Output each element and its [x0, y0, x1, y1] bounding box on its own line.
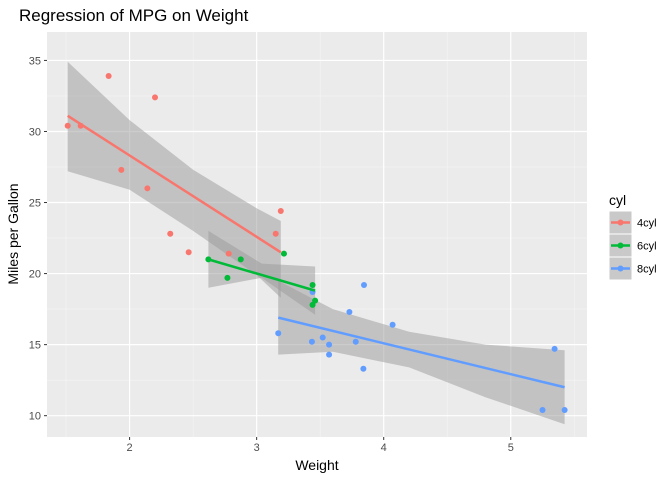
- y-tick-label: 10: [29, 411, 41, 423]
- data-point-4cyl: [105, 73, 112, 80]
- data-point-4cyl: [118, 166, 125, 173]
- confidence-band-4cyl: [67, 61, 281, 298]
- regression-line-4cyl: [67, 114, 282, 254]
- axis-ticks: 2 3 4 5 10 15 20 25 30 35: [29, 55, 514, 454]
- data-point-8cyl: [551, 345, 558, 352]
- data-point-8cyl: [275, 330, 282, 337]
- legend-label-4cyl: 4cyl: [637, 218, 657, 230]
- data-point-4cyl: [64, 122, 71, 129]
- regression-line-8cyl: [277, 316, 565, 389]
- legend-key-point-8cyl: [617, 265, 624, 272]
- chart-title: Regression of MPG on Weight: [19, 6, 249, 25]
- data-point-4cyl: [144, 185, 151, 192]
- data-point-6cyl: [309, 301, 316, 308]
- data-point-4cyl: [272, 230, 279, 237]
- legend-label-6cyl: 6cyl: [637, 241, 657, 253]
- data-point-6cyl: [237, 256, 244, 263]
- regression-lines: [67, 114, 565, 389]
- legend-key-point-4cyl: [617, 219, 624, 226]
- y-axis-title: Miles per Gallon: [5, 183, 21, 284]
- legend: cyl 4cyl 6cyl 8cyl: [608, 192, 657, 281]
- data-point-6cyl: [224, 274, 231, 281]
- x-tick-label: 5: [508, 442, 514, 454]
- y-tick-label: 25: [29, 198, 41, 210]
- x-tick-label: 2: [127, 442, 133, 454]
- data-point-8cyl: [326, 351, 333, 358]
- data-point-8cyl: [326, 341, 333, 348]
- legend-key-point-6cyl: [617, 242, 624, 249]
- data-points: [64, 73, 568, 413]
- y-tick-label: 15: [29, 340, 41, 352]
- data-point-8cyl: [319, 334, 326, 341]
- data-point-4cyl: [167, 230, 174, 237]
- x-axis-title: Weight: [295, 457, 338, 473]
- data-point-8cyl: [539, 407, 546, 413]
- data-point-6cyl: [280, 250, 287, 257]
- x-tick-label: 4: [381, 442, 387, 454]
- data-point-8cyl: [352, 338, 359, 345]
- y-tick-label: 35: [29, 55, 41, 67]
- legend-title: cyl: [609, 192, 626, 208]
- data-point-4cyl: [277, 208, 284, 215]
- data-point-4cyl: [152, 94, 158, 101]
- regression-line-6cyl: [208, 258, 316, 292]
- legend-items: 4cyl 6cyl 8cyl: [608, 210, 657, 281]
- x-tick-label: 3: [254, 442, 260, 454]
- y-tick-label: 30: [29, 126, 41, 138]
- data-point-8cyl: [346, 308, 353, 315]
- data-point-6cyl: [309, 281, 316, 288]
- y-tick-label: 20: [29, 269, 41, 281]
- data-point-4cyl: [185, 249, 192, 256]
- data-point-8cyl: [308, 338, 315, 345]
- data-point-8cyl: [389, 321, 396, 328]
- data-point-8cyl: [561, 407, 568, 413]
- data-point-8cyl: [361, 281, 368, 288]
- data-point-4cyl: [225, 250, 232, 257]
- data-point-8cyl: [360, 365, 367, 372]
- legend-label-8cyl: 8cyl: [637, 264, 657, 276]
